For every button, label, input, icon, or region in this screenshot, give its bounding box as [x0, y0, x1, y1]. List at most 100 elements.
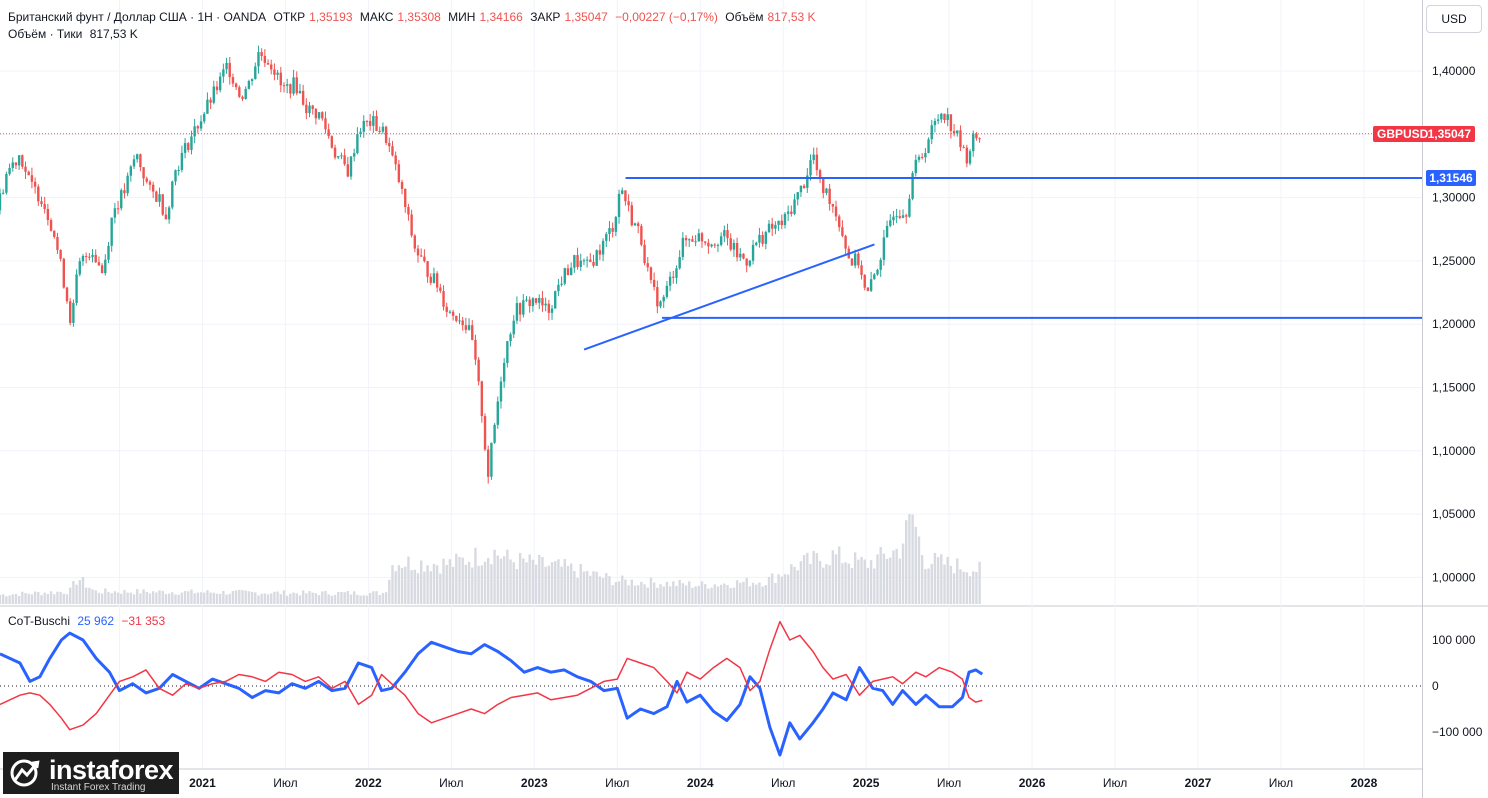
candle-body: [885, 225, 889, 238]
volume-bar: [557, 559, 560, 604]
volume-bar: [394, 571, 397, 604]
volume-bar: [678, 579, 681, 604]
instaforex-logo[interactable]: instaforex Instant Forex Trading: [3, 752, 179, 794]
candle-body: [53, 230, 56, 237]
volume-bar: [512, 562, 515, 604]
volume-bar: [755, 584, 758, 604]
candle-body: [802, 185, 806, 188]
volume-bar: [174, 594, 177, 604]
candle-body: [330, 136, 334, 148]
candle-body: [231, 77, 235, 84]
candle-body: [911, 173, 914, 199]
volume-bar: [809, 563, 812, 604]
volume-bar: [416, 573, 420, 604]
candle-body: [448, 311, 452, 313]
volume-bar: [534, 564, 538, 604]
candle-body: [860, 265, 863, 275]
volume-bar: [927, 568, 930, 604]
candle-body: [136, 154, 139, 160]
volume-bar: [573, 571, 576, 604]
candle-body: [43, 204, 46, 210]
candle-body: [346, 164, 350, 177]
candle-body: [352, 153, 356, 157]
cot-tick-label: 0: [1432, 679, 1439, 693]
drawn-lines[interactable]: [0, 133, 1422, 351]
volume-bar: [745, 577, 748, 604]
candle-body: [400, 181, 404, 189]
volume-bar: [758, 582, 761, 604]
cot-red-value: −31 353: [121, 614, 166, 628]
candle-body: [716, 244, 720, 246]
candle-body: [206, 99, 209, 114]
volume-bar: [515, 569, 519, 604]
candle-body: [560, 283, 563, 285]
volume-bar: [196, 592, 200, 604]
candle-body: [97, 262, 101, 266]
volume-bar: [81, 576, 85, 604]
candle-body: [857, 253, 860, 266]
candle-body: [956, 130, 959, 134]
volume-bar: [611, 585, 614, 604]
volume-bar: [898, 558, 902, 604]
time-tick-label: 2024: [687, 776, 714, 790]
candle-body: [110, 217, 113, 246]
volume-bar: [97, 592, 101, 604]
candle-body: [684, 237, 688, 241]
candle-body: [834, 206, 838, 217]
volume-bar: [426, 565, 429, 604]
volume-bar: [145, 591, 148, 604]
volume-bar: [14, 593, 18, 604]
volume-bar: [605, 573, 608, 604]
candle-body: [250, 79, 254, 82]
candle-body: [222, 69, 225, 77]
candle-body: [978, 138, 981, 140]
volume-bar: [187, 591, 190, 604]
candle-body: [605, 234, 608, 241]
gbpusd-tag-label: GBPUSD: [1377, 127, 1429, 141]
volume-bar: [46, 593, 50, 604]
currency-button[interactable]: USD: [1426, 5, 1482, 33]
candle-body: [129, 166, 133, 176]
volume-bar: [151, 591, 155, 604]
volume-bar: [120, 593, 123, 604]
volume-bar: [911, 514, 914, 604]
volume-bar: [215, 593, 219, 604]
volume-bar: [502, 556, 506, 604]
volume-bar: [672, 581, 675, 604]
volume-bar: [72, 581, 75, 604]
candle-body: [614, 216, 618, 232]
volume-bar: [295, 593, 298, 604]
volume-bar: [199, 592, 203, 604]
candle-body: [40, 201, 43, 205]
candle-body: [490, 442, 493, 477]
candle-body: [196, 126, 200, 129]
volume-bar: [799, 561, 803, 604]
volume-bar: [139, 593, 142, 604]
candle-body: [289, 84, 292, 94]
candle-body: [694, 241, 697, 243]
candle-body: [474, 339, 477, 360]
volume-bar: [633, 585, 637, 604]
volume-bar: [333, 594, 337, 604]
candle-body: [841, 227, 844, 236]
volume-bar: [359, 595, 362, 604]
volume-bar: [59, 591, 62, 604]
volume-bar: [975, 571, 978, 604]
volume-bar: [161, 591, 164, 604]
symbol-title[interactable]: Британский фунт / Доллар США · 1Н · OAND…: [8, 10, 267, 24]
candle-body: [783, 213, 787, 226]
close-label: ЗАКР: [530, 10, 561, 24]
cot-title[interactable]: CoT-Buschi: [8, 614, 71, 628]
volume-bar: [732, 587, 736, 604]
candle-body: [866, 287, 870, 291]
volume-bar: [222, 591, 225, 604]
candle-body: [59, 249, 62, 259]
candle-body: [869, 279, 873, 291]
candle-body: [952, 131, 956, 134]
volume-bar: [751, 582, 755, 604]
candle-body: [838, 216, 841, 228]
volume-bar: [582, 571, 586, 604]
volume-bar: [177, 594, 180, 604]
volume-indicator-title[interactable]: Объём · Тики: [8, 27, 83, 41]
